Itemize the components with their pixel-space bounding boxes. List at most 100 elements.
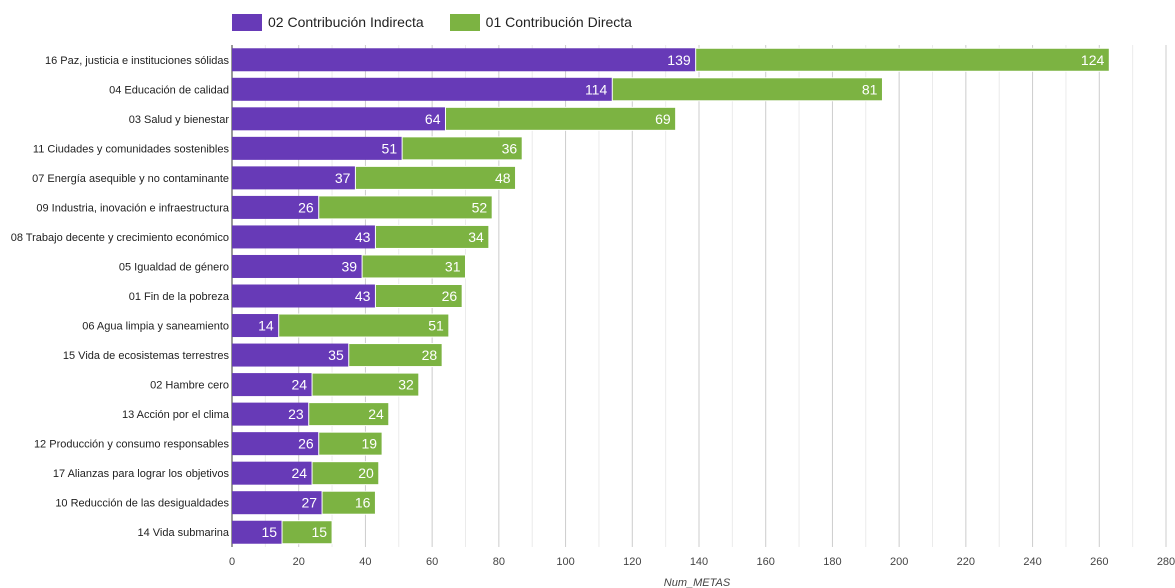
x-tick-label: 20 [293,556,305,568]
x-tick-label: 60 [426,556,438,568]
x-tick-label: 260 [1090,556,1108,568]
bar-directa[interactable] [311,372,420,397]
bar-directa[interactable] [318,195,493,220]
data-label: 43 [355,288,371,304]
legend-swatch-indirecta [232,13,262,31]
bar-directa[interactable] [401,136,523,161]
data-label: 36 [502,140,518,156]
data-label: 48 [495,170,511,186]
data-label: 51 [382,140,398,156]
legend-swatch-directa [449,13,480,31]
data-label: 24 [291,465,307,481]
category-label: 02 Hambre cero [150,380,229,392]
data-label: 31 [445,258,461,274]
category-label: 05 Igualdad de género [119,261,229,273]
bar-directa[interactable] [361,254,467,279]
bar-indirecta[interactable] [232,491,323,515]
bar-indirecta[interactable] [232,432,319,456]
x-axis-label: Num_METAS [664,577,731,588]
data-label: 26 [298,199,314,215]
bar-indirecta[interactable] [232,136,403,160]
chart-legend: 02 Contribución Indirecta 01 Contribució… [232,12,658,32]
bar-directa[interactable] [374,224,490,249]
x-tick-label: 80 [493,556,505,568]
x-tick-label: 240 [1023,556,1041,568]
x-tick-labels: 0 20 40 60 80 100 120 140 160 180 200 220 240 260 280 [229,556,1175,568]
data-label: 28 [422,347,438,363]
data-label: 16 [355,495,371,511]
bar-directa[interactable] [354,165,517,190]
bar-directa[interactable] [321,490,376,515]
bar-directa[interactable] [695,47,1110,72]
legend-item-directa[interactable]: 01 Contribución Directa [449,13,632,31]
category-label: 09 Industria, inovación e infraestructur… [36,202,229,214]
data-label: 64 [425,111,441,127]
data-label: 34 [468,229,484,245]
data-label: 43 [355,229,371,245]
data-label: 114 [585,81,608,97]
bar-directa[interactable] [374,284,463,308]
bar-indirecta[interactable] [232,254,363,278]
x-tick-label: 140 [690,556,708,568]
bar-indirecta[interactable] [232,195,319,219]
data-label: 24 [291,377,307,393]
bar-indirecta[interactable] [232,166,356,190]
data-label: 24 [368,406,384,422]
x-tick-label: 0 [229,556,235,568]
bar-directa[interactable] [281,520,333,545]
data-label: 52 [472,199,488,215]
bar-indirecta[interactable] [232,461,313,485]
bar-indirecta[interactable] [232,107,446,131]
data-label: 27 [301,495,317,511]
legend-item-indirecta[interactable]: 02 Contribución Indirecta [232,13,424,31]
data-label: 19 [362,436,378,452]
bars: 139 124 114 81 64 69 51 36 37 48 26 52 43 34 39 31 43 26 1… [232,47,1110,545]
bar-indirecta[interactable] [232,48,696,72]
data-label: 81 [862,81,878,97]
data-label: 35 [328,347,344,363]
data-label: 37 [335,170,351,186]
category-label: 15 Vida de ecosistemas terrestres [63,350,230,362]
data-label: 23 [288,406,304,422]
category-label: 04 Educación de calidad [109,84,229,96]
bar-indirecta[interactable] [232,225,376,249]
data-label: 15 [311,524,327,540]
x-tick-label: 220 [957,556,975,568]
bar-indirecta[interactable] [232,520,283,544]
x-tick-label: 40 [359,556,371,568]
category-label: 14 Vida submarina [137,527,229,539]
category-label: 13 Acción por el clima [122,409,230,421]
legend-label-directa: 01 Contribución Directa [485,14,632,30]
x-tick-label: 280 [1157,556,1175,568]
category-label: 06 Agua limpia y saneamiento [82,321,229,333]
bar-directa[interactable] [311,461,380,486]
bar-indirecta[interactable] [232,314,279,338]
x-tick-label: 120 [623,556,641,568]
category-label: 16 Paz, justicia e instituciones sólidas [45,55,230,67]
category-label: 11 Ciudades y comunidades sostenibles [33,143,230,155]
bar-indirecta[interactable] [232,402,309,426]
data-label: 39 [342,258,358,274]
bar-directa[interactable] [611,77,883,102]
data-label: 69 [655,111,671,127]
category-label: 03 Salud y bienestar [129,114,230,126]
x-tick-label: 100 [556,556,574,568]
bar-indirecta[interactable] [232,284,376,308]
data-label: 26 [298,436,314,452]
bar-directa[interactable] [278,313,450,338]
bar-indirecta[interactable] [232,343,349,367]
bar-directa[interactable] [308,402,390,427]
bar-directa[interactable] [348,343,443,368]
category-label: 01 Fin de la pobreza [129,291,230,303]
bar-indirecta[interactable] [232,77,613,101]
bar-indirecta[interactable] [232,373,313,397]
x-tick-label: 160 [757,556,775,568]
data-label: 26 [442,288,458,304]
bar-directa[interactable] [444,106,677,131]
category-label: 10 Reducción de las desigualdades [55,498,229,510]
legend-label-indirecta: 02 Contribución Indirecta [268,14,424,30]
data-label: 124 [1081,52,1105,68]
category-label: 07 Energía asequible y no contaminante [32,173,229,185]
data-label: 139 [667,52,691,68]
bar-directa[interactable] [318,431,383,456]
